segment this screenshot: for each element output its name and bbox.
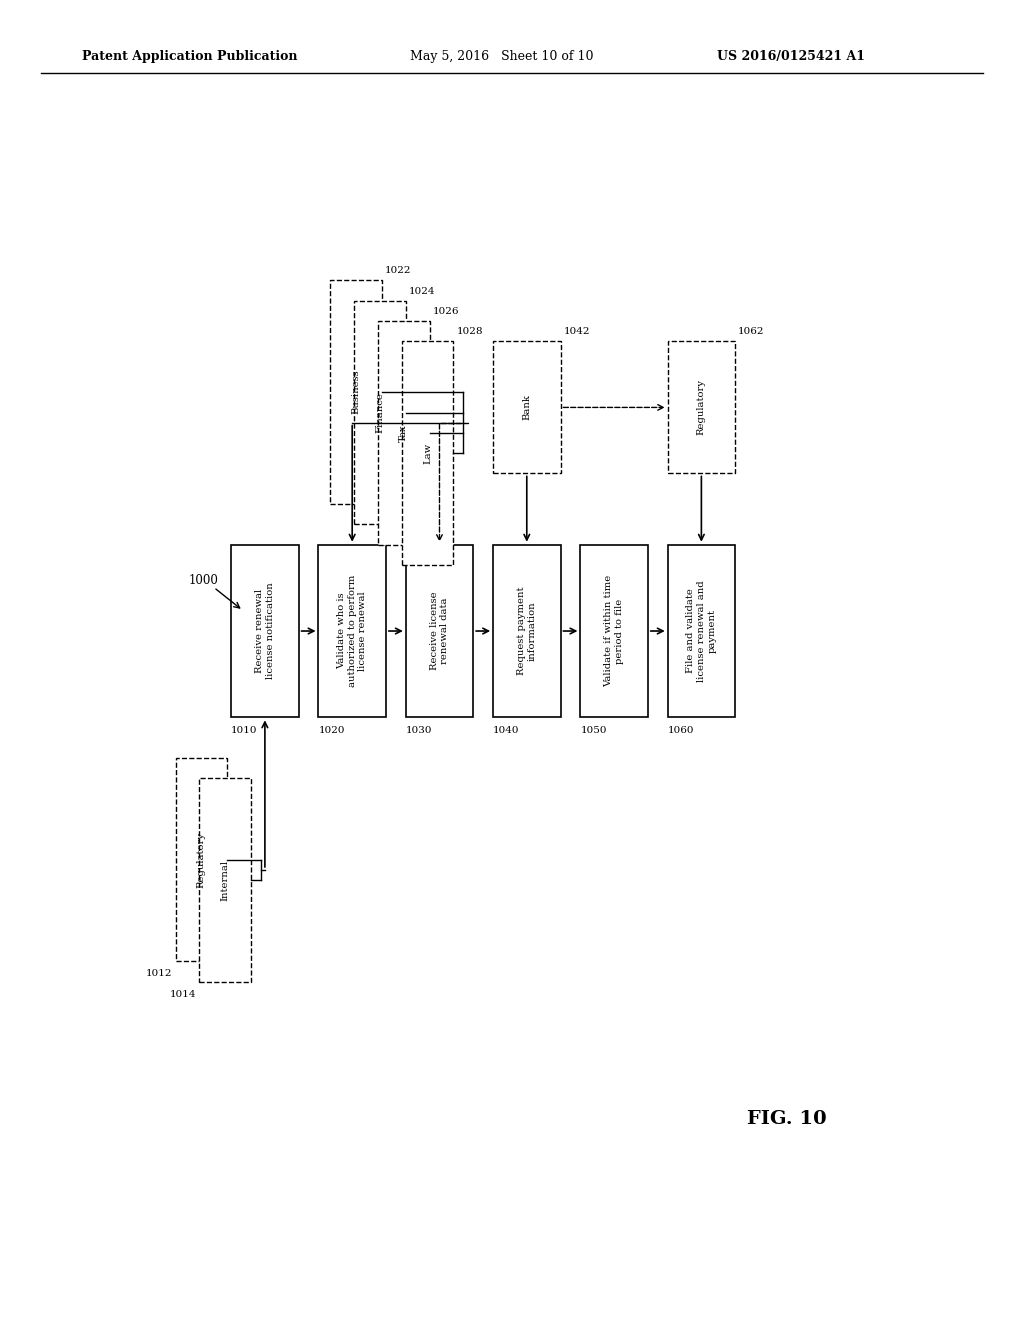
Text: Regulatory: Regulatory bbox=[197, 832, 206, 888]
Text: 1012: 1012 bbox=[146, 969, 172, 978]
Bar bbox=[668, 342, 735, 474]
Text: 1028: 1028 bbox=[457, 327, 483, 337]
Text: 1000: 1000 bbox=[188, 574, 218, 586]
Text: Regulatory: Regulatory bbox=[697, 379, 706, 436]
Text: Internal: Internal bbox=[221, 859, 229, 900]
Text: Receive renewal
license notification: Receive renewal license notification bbox=[255, 582, 274, 680]
Bar bbox=[494, 342, 560, 474]
Text: 1050: 1050 bbox=[581, 726, 607, 734]
Bar bbox=[581, 545, 648, 718]
Bar bbox=[401, 342, 454, 565]
Text: 1026: 1026 bbox=[433, 308, 459, 315]
Text: Request payment
information: Request payment information bbox=[517, 587, 537, 676]
Text: 1024: 1024 bbox=[409, 286, 435, 296]
Text: Finance: Finance bbox=[376, 392, 384, 433]
Text: 1014: 1014 bbox=[170, 990, 197, 999]
Bar bbox=[668, 545, 735, 718]
Text: 1040: 1040 bbox=[494, 726, 519, 734]
Text: 1010: 1010 bbox=[231, 726, 258, 734]
Bar bbox=[378, 321, 430, 545]
Text: Business: Business bbox=[351, 370, 360, 414]
Text: Tax: Tax bbox=[399, 424, 409, 442]
Bar bbox=[231, 545, 299, 718]
Text: 1030: 1030 bbox=[406, 726, 432, 734]
Text: Patent Application Publication: Patent Application Publication bbox=[82, 50, 297, 63]
Bar bbox=[494, 545, 560, 718]
Bar bbox=[354, 301, 406, 524]
Text: File and validate
license renewal and
payment: File and validate license renewal and pa… bbox=[686, 581, 716, 682]
Text: FIG. 10: FIG. 10 bbox=[746, 1110, 826, 1127]
Text: Law: Law bbox=[423, 442, 432, 463]
Bar bbox=[331, 280, 382, 504]
Text: 1020: 1020 bbox=[318, 726, 345, 734]
Bar bbox=[406, 545, 473, 718]
Text: May 5, 2016   Sheet 10 of 10: May 5, 2016 Sheet 10 of 10 bbox=[410, 50, 593, 63]
Text: Bank: Bank bbox=[522, 395, 531, 420]
Bar bbox=[176, 758, 227, 961]
Text: Receive license
renewal data: Receive license renewal data bbox=[430, 591, 450, 671]
Bar bbox=[318, 545, 386, 718]
Text: Validate who is
authorized to perform
license renewal: Validate who is authorized to perform li… bbox=[337, 574, 367, 688]
Text: 1060: 1060 bbox=[668, 726, 694, 734]
Text: 1022: 1022 bbox=[385, 267, 412, 276]
Text: Validate if within time
period to file: Validate if within time period to file bbox=[604, 576, 624, 688]
Bar bbox=[200, 779, 251, 982]
Text: 1062: 1062 bbox=[738, 327, 765, 337]
Text: 1042: 1042 bbox=[563, 327, 590, 337]
Text: US 2016/0125421 A1: US 2016/0125421 A1 bbox=[717, 50, 865, 63]
